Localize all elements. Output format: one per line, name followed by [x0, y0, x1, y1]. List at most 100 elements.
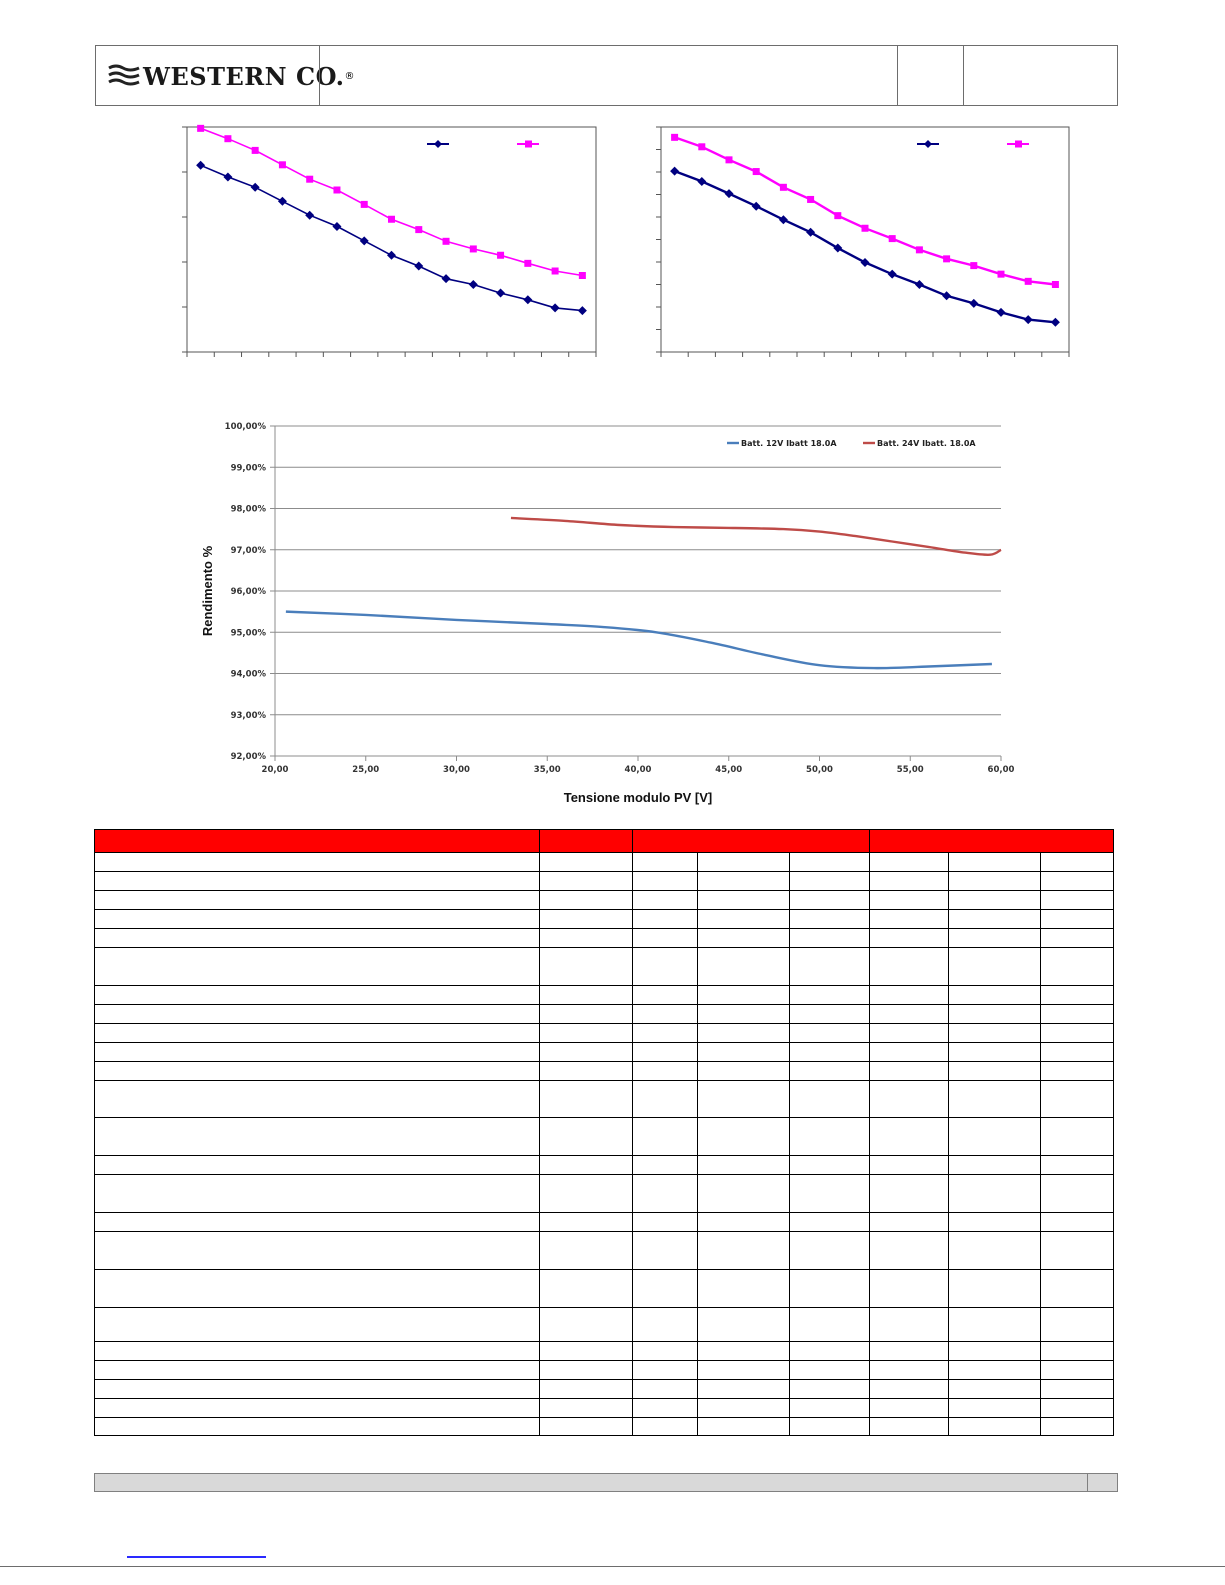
data-point-square: [251, 146, 259, 154]
table-cell: [869, 1307, 950, 1342]
table-cell: [1040, 1307, 1115, 1342]
table-cell: [697, 1080, 790, 1118]
table-cell: [869, 1212, 950, 1232]
table-cell: [632, 1117, 698, 1156]
table-header-row: [94, 829, 1115, 853]
y-axis-title: Rendimento %: [200, 545, 215, 636]
table-cell: [632, 890, 698, 910]
table-cell: [869, 985, 950, 1005]
table-cell: [1040, 1398, 1115, 1418]
table-cell: [869, 1004, 950, 1024]
table-cell: [94, 1212, 540, 1232]
data-point-diamond: [496, 288, 506, 298]
y-tick-label: 99,00%: [231, 463, 267, 473]
x-tick-label: 60,00: [988, 765, 1015, 775]
legend-label-1: Batt. 12V Ibatt 18.0A: [741, 439, 837, 448]
data-point-diamond: [359, 236, 369, 246]
table-cell: [788, 1398, 871, 1418]
table-cell: [697, 1231, 790, 1270]
x-tick-label: 40,00: [625, 765, 652, 775]
series-line-1: [285, 610, 992, 670]
table-header-cell: [631, 829, 871, 853]
table-cell: [539, 1023, 633, 1043]
data-point-square: [469, 245, 477, 253]
table-cell: [1040, 1360, 1115, 1380]
table-cell: [869, 1023, 950, 1043]
table-row: [94, 1061, 1115, 1081]
table-row: [94, 1341, 1115, 1361]
legend-marker-square: [1015, 140, 1022, 148]
table-header-cell: [869, 829, 1115, 853]
x-tick-label: 20,00: [262, 765, 289, 775]
table-cell: [869, 1398, 950, 1418]
table-cell: [632, 1023, 698, 1043]
table-cell: [1040, 1231, 1115, 1270]
table-cell: [94, 1061, 540, 1081]
table-cell: [948, 947, 1042, 986]
table-cell: [697, 1269, 790, 1308]
table-cell: [788, 1341, 871, 1361]
table-cell: [869, 909, 950, 929]
table-cell: [539, 985, 633, 1005]
data-point-diamond: [387, 250, 396, 260]
table-cell: [788, 852, 871, 872]
table-cell: [788, 1042, 871, 1062]
table-cell: [948, 909, 1042, 929]
table-cell: [539, 1417, 633, 1436]
table-cell: [788, 1155, 871, 1175]
table-cell: [539, 1174, 633, 1213]
x-tick-label: 55,00: [897, 765, 924, 775]
table-cell: [1040, 1061, 1115, 1081]
data-point-diamond: [697, 176, 707, 186]
table-cell: [94, 1174, 540, 1213]
table-cell: [948, 1379, 1042, 1399]
table-cell: [788, 1023, 871, 1043]
table-cell: [869, 1379, 950, 1399]
data-point-square: [497, 251, 505, 259]
data-point-diamond: [523, 295, 533, 305]
data-point-diamond: [250, 182, 260, 192]
table-cell: [539, 852, 633, 872]
table-cell: [869, 1080, 950, 1118]
legend-marker-diamond: [924, 140, 932, 148]
specifications-table: [94, 829, 1115, 1436]
table-row: [94, 1212, 1115, 1232]
y-tick-label: 95,00%: [231, 628, 267, 638]
table-cell: [788, 1080, 871, 1118]
table-cell: [539, 1155, 633, 1175]
table-row: [94, 909, 1115, 929]
data-point-square: [551, 267, 559, 275]
table-row: [94, 947, 1115, 986]
table-cell: [1040, 1417, 1115, 1436]
data-point-diamond: [305, 210, 315, 220]
table-row: [94, 1042, 1115, 1062]
table-cell: [948, 890, 1042, 910]
table-cell: [948, 1042, 1042, 1062]
efficiency-vs-pv-voltage-chart: 100,00% 99,00% 98,00% 97,00% 96,00% 95,00% 94,…: [200, 422, 1015, 805]
table-cell: [788, 1061, 871, 1081]
table-row: [94, 1269, 1115, 1308]
data-point-square: [415, 226, 423, 234]
table-cell: [94, 1360, 540, 1380]
table-cell: [697, 852, 790, 872]
legend-marker-square: [525, 140, 532, 148]
table-cell: [697, 1117, 790, 1156]
table-cell: [94, 1307, 540, 1342]
data-point-square: [888, 235, 896, 243]
table-cell: [539, 1379, 633, 1399]
table-row: [94, 1360, 1115, 1380]
efficiency-chart-right: [656, 126, 1070, 357]
table-cell: [869, 1042, 950, 1062]
table-cell: [697, 985, 790, 1005]
table-cell: [697, 1379, 790, 1399]
data-point-diamond: [996, 307, 1006, 317]
table-row: [94, 1231, 1115, 1270]
table-cell: [94, 1398, 540, 1418]
table-cell: [948, 1117, 1042, 1156]
table-cell: [869, 1341, 950, 1361]
data-point-diamond: [887, 269, 897, 279]
data-point-square: [197, 124, 205, 132]
footer-link[interactable]: [127, 1556, 266, 1558]
data-point-diamond: [969, 298, 979, 308]
table-cell: [948, 928, 1042, 948]
